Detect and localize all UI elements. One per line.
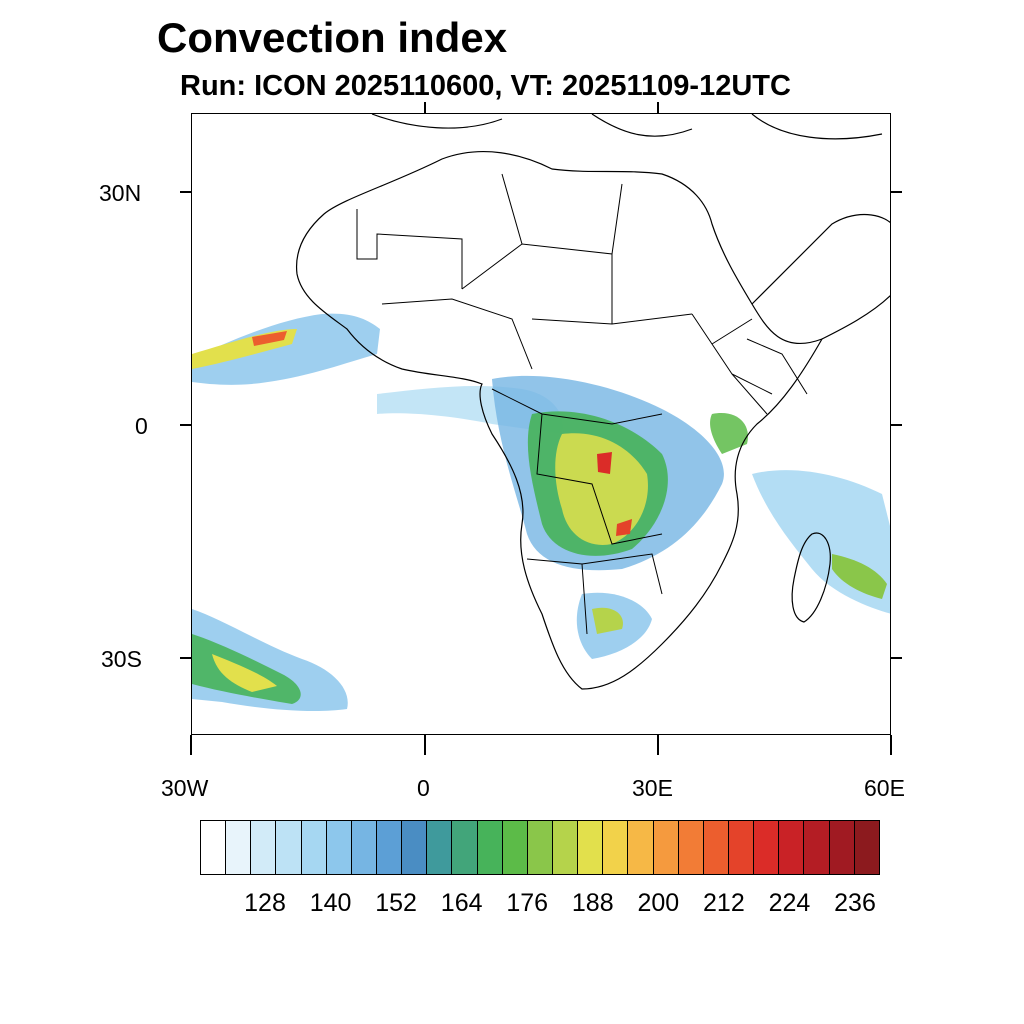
tick-left-30s <box>180 657 191 659</box>
chart-title: Convection index <box>157 14 508 61</box>
colorbar-cell <box>678 821 704 874</box>
tick-left-30n <box>180 191 191 193</box>
border-horn <box>731 338 808 415</box>
colorbar-cell <box>703 821 729 874</box>
colorbar-cell <box>728 821 755 874</box>
tick-bottom-60e <box>890 735 892 755</box>
border-sahara-2 <box>461 243 613 324</box>
colorbar-label: 140 <box>309 889 352 917</box>
tick-right-30n <box>891 191 902 193</box>
colorbar-cell <box>552 821 579 874</box>
colorbar-cell <box>829 821 855 874</box>
country-borders <box>356 173 808 635</box>
colorbar-label: 128 <box>244 889 286 917</box>
arabia-coastline <box>751 213 890 340</box>
colorbar-cell <box>854 821 879 874</box>
colorbar-cell <box>477 821 503 874</box>
colorbar-cell <box>427 821 453 874</box>
border-sahara-1 <box>356 209 463 289</box>
lon-label-0: 0 <box>417 775 430 801</box>
colorbar-cell <box>527 821 553 874</box>
map-canvas <box>192 114 890 712</box>
lat-label-30n: 30N <box>99 180 142 206</box>
colorbar-label: 164 <box>440 889 483 917</box>
field-congo-red-2 <box>616 519 632 536</box>
tick-left-0 <box>180 424 191 426</box>
map-panel <box>191 113 891 735</box>
lon-label-30e: 30E <box>632 775 673 801</box>
field-west-atlantic-band <box>192 313 380 385</box>
europe-coastline <box>371 114 883 140</box>
colorbar-cell <box>779 821 805 874</box>
colorbar-label: 200 <box>637 889 680 917</box>
border-sahel <box>381 298 693 370</box>
field-congo-red-1 <box>597 452 612 474</box>
colorbar-label: 212 <box>703 889 745 917</box>
field-southern-africa-core <box>592 607 623 634</box>
border-east <box>691 313 773 395</box>
tick-right-30s <box>891 657 902 659</box>
colorbar-cell <box>754 821 780 874</box>
colorbar-cell <box>653 821 679 874</box>
colorbar-cell <box>578 821 604 874</box>
border-south <box>526 553 663 635</box>
colorbar-cell <box>276 821 302 874</box>
colorbar-cell <box>226 821 252 874</box>
border-sahara-3 <box>501 173 623 255</box>
colorbar-cell <box>251 821 277 874</box>
madagascar-coastline <box>791 532 831 623</box>
lat-label-30s: 30S <box>101 646 142 672</box>
colorbar-label: 188 <box>571 889 614 917</box>
field-congo-yellow <box>555 433 648 545</box>
field-west-atlantic-peak <box>252 331 287 346</box>
colorbar-label: 152 <box>375 889 417 917</box>
colorbar-cell <box>402 821 428 874</box>
africa-coastline <box>295 150 824 690</box>
colorbar-label: 236 <box>834 889 876 917</box>
field-east-africa <box>710 413 748 454</box>
field-south-atlantic-yellow <box>212 654 277 692</box>
colorbar-cell <box>628 821 654 874</box>
lon-label-60e: 60E <box>864 775 905 801</box>
tick-top-0 <box>424 102 426 113</box>
lon-label-30w: 30W <box>161 775 209 801</box>
convection-field <box>192 313 890 712</box>
tick-right-0 <box>891 424 902 426</box>
border-central <box>491 388 663 545</box>
tick-bottom-0 <box>424 735 426 755</box>
chart-subtitle: Run: ICON 2025110600, VT: 20251109-12UTC <box>180 70 791 102</box>
colorbar-cell <box>301 821 327 874</box>
colorbar-cell <box>603 821 629 874</box>
tick-bottom-30w <box>190 735 192 755</box>
lat-label-0: 0 <box>135 413 148 439</box>
field-madagascar-ne <box>832 554 887 599</box>
colorbar-cell <box>502 821 528 874</box>
colorbar-cell <box>201 821 227 874</box>
colorbar-cell <box>376 821 403 874</box>
tick-top-30e <box>657 102 659 113</box>
colorbar-label: 176 <box>506 889 549 917</box>
colorbar-cell <box>804 821 830 874</box>
colorbar-label: 224 <box>768 889 811 917</box>
colorbar-cell <box>351 821 377 874</box>
colorbar-cell <box>326 821 352 874</box>
colorbar-cell <box>452 821 478 874</box>
colorbar <box>200 820 880 875</box>
tick-bottom-30e <box>657 735 659 755</box>
coastlines <box>295 114 890 690</box>
